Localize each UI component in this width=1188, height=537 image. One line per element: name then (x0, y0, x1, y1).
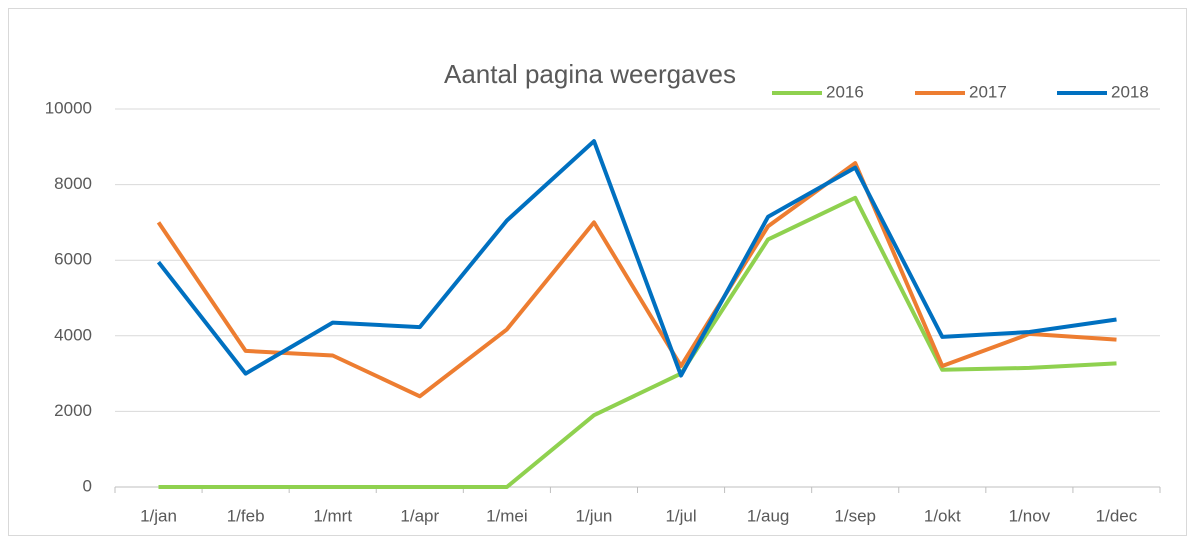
x-tick-label: 1/jan (140, 506, 177, 525)
legend-label: 2017 (969, 82, 1007, 101)
chart-frame (8, 8, 1187, 536)
x-tick-label: 1/sep (834, 506, 876, 525)
series-line (158, 195, 1117, 489)
x-tick-label: 1/mei (486, 506, 528, 525)
legend-label: 2016 (826, 82, 864, 101)
legend-label: 2018 (1111, 82, 1149, 101)
x-tick-label: 1/mrt (313, 506, 352, 525)
x-tick-label: 1/apr (400, 506, 439, 525)
x-tick-label: 1/nov (1009, 506, 1051, 525)
y-tick-label: 6000 (54, 250, 92, 269)
y-tick-label: 2000 (54, 401, 92, 420)
x-tick-label: 1/okt (924, 506, 961, 525)
chart-title: Aantal pagina weergaves (444, 59, 736, 89)
y-tick-label: 4000 (54, 325, 92, 344)
series-line (156, 139, 1117, 378)
x-tick-label: 1/aug (747, 506, 790, 525)
x-tick-label: 1/feb (227, 506, 265, 525)
x-tick-label: 1/dec (1096, 506, 1138, 525)
y-tick-label: 8000 (54, 174, 92, 193)
x-tick-label: 1/jul (665, 506, 696, 525)
series-line (156, 161, 1117, 399)
x-tick-label: 1/jun (576, 506, 613, 525)
y-tick-label: 10000 (45, 98, 92, 117)
y-tick-label: 0 (83, 476, 92, 495)
